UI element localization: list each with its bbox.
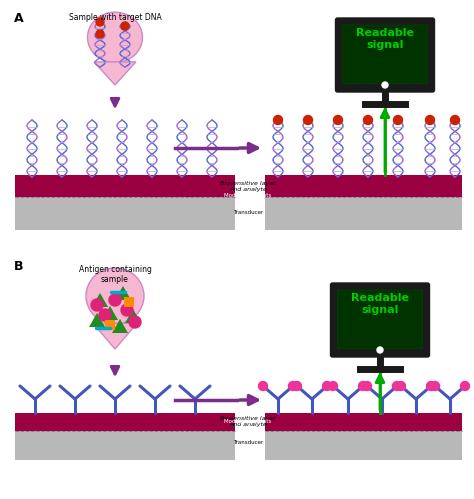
Circle shape	[303, 115, 312, 124]
Circle shape	[392, 382, 401, 391]
FancyBboxPatch shape	[330, 283, 429, 357]
Text: Biosensitive layer
And analyte: Biosensitive layer And analyte	[220, 181, 276, 192]
Text: Transducer: Transducer	[233, 440, 263, 445]
Circle shape	[393, 115, 402, 124]
Circle shape	[461, 382, 470, 391]
Circle shape	[292, 382, 301, 391]
Polygon shape	[94, 62, 136, 85]
Circle shape	[121, 304, 133, 316]
Polygon shape	[125, 309, 141, 323]
Ellipse shape	[88, 12, 143, 62]
Text: Sample with target DNA: Sample with target DNA	[69, 13, 161, 22]
Circle shape	[364, 115, 373, 124]
Polygon shape	[102, 306, 118, 320]
Bar	[265, 413, 462, 431]
Bar	[124, 297, 134, 307]
Bar	[105, 320, 115, 330]
Text: Modifying agents: Modifying agents	[224, 419, 272, 424]
Circle shape	[382, 82, 388, 88]
Circle shape	[121, 22, 129, 30]
Text: Modifying agents: Modifying agents	[224, 194, 272, 199]
Bar	[15, 195, 235, 230]
Polygon shape	[92, 293, 108, 307]
Bar	[15, 413, 235, 431]
Ellipse shape	[86, 268, 144, 324]
Circle shape	[273, 115, 283, 124]
Circle shape	[96, 30, 104, 38]
Circle shape	[109, 294, 121, 306]
Polygon shape	[115, 286, 131, 300]
Circle shape	[396, 382, 405, 391]
Circle shape	[91, 299, 103, 311]
Circle shape	[358, 382, 367, 391]
Text: Readable
signal: Readable signal	[351, 293, 409, 314]
Polygon shape	[89, 313, 105, 327]
Circle shape	[427, 382, 436, 391]
Circle shape	[96, 18, 104, 26]
Text: A: A	[14, 12, 24, 25]
Circle shape	[426, 115, 435, 124]
Text: Antigen containing
sample: Antigen containing sample	[79, 265, 151, 284]
Circle shape	[99, 309, 111, 321]
Circle shape	[258, 382, 267, 391]
Text: Transducer: Transducer	[233, 211, 263, 216]
Bar	[15, 430, 235, 460]
Text: Readable
signal: Readable signal	[356, 28, 414, 49]
Circle shape	[322, 382, 331, 391]
Bar	[15, 175, 235, 197]
Bar	[265, 175, 462, 197]
Circle shape	[450, 115, 459, 124]
Text: B: B	[14, 260, 24, 273]
Polygon shape	[93, 323, 137, 349]
FancyBboxPatch shape	[343, 25, 428, 84]
Bar	[265, 195, 462, 230]
Polygon shape	[112, 319, 128, 333]
Bar	[265, 430, 462, 460]
Circle shape	[328, 382, 337, 391]
Circle shape	[377, 347, 383, 353]
FancyBboxPatch shape	[336, 18, 435, 92]
FancyBboxPatch shape	[337, 290, 422, 349]
Circle shape	[289, 382, 298, 391]
Circle shape	[129, 316, 141, 328]
Circle shape	[363, 382, 372, 391]
Circle shape	[334, 115, 343, 124]
Circle shape	[430, 382, 439, 391]
Text: Biosensitive layer
And analyte: Biosensitive layer And analyte	[220, 416, 276, 427]
